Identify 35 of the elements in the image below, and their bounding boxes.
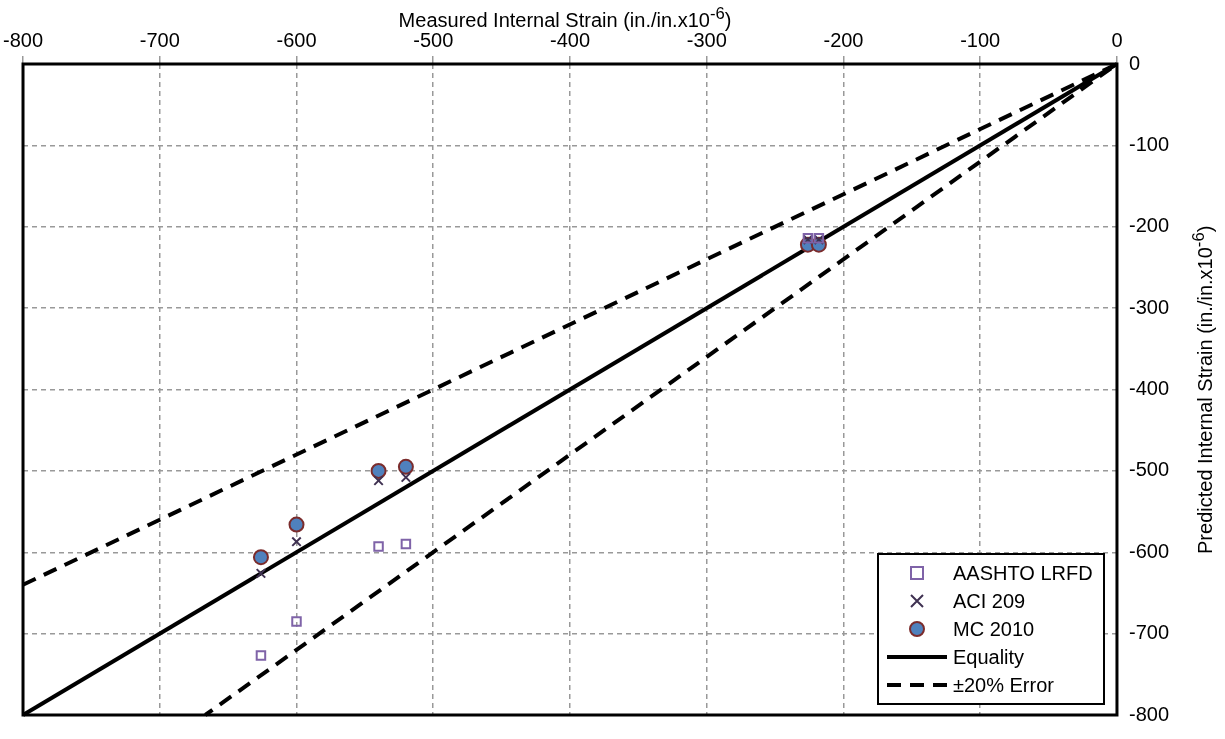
x-tick-label: 0: [1111, 28, 1123, 51]
y-tick-label: 0: [1128, 51, 1141, 74]
point: [400, 538, 412, 550]
y-tick-label: -100: [1128, 132, 1169, 155]
y-tick-label: -700: [1128, 621, 1169, 644]
point: [373, 541, 384, 552]
legend-label: MC 2010: [952, 617, 1035, 641]
legend-label: ACI 209: [952, 589, 1026, 613]
legend-label: ±20% Error: [952, 673, 1054, 697]
y-tick-label: -600: [1128, 539, 1169, 562]
point: [370, 462, 387, 479]
y-tick-label: -800: [1128, 702, 1169, 725]
y-tick-label: -400: [1128, 377, 1169, 400]
point: [397, 458, 414, 475]
point: [400, 472, 412, 483]
x-tick-label: -800: [3, 28, 44, 51]
point: [255, 650, 267, 661]
point: [291, 536, 302, 547]
x-tick-label: -200: [823, 28, 864, 51]
x-tick-label: -400: [549, 28, 591, 51]
y-tick-label: -200: [1128, 214, 1169, 237]
point: [252, 549, 269, 566]
point: [373, 475, 384, 486]
x-tick-label: -700: [139, 28, 180, 51]
y-tick-label: -500: [1128, 458, 1169, 481]
x-tick-label: -600: [276, 28, 317, 51]
legend-label: AASHTO LRFD: [952, 561, 1093, 585]
point: [288, 516, 305, 533]
legend-label: Equality: [952, 645, 1025, 669]
point: [255, 568, 267, 579]
x-axis-title: Measured Internal Strain (in./in.x10$^{-6}$): [398, 4, 732, 31]
point: [291, 616, 302, 627]
y-tick-label: -300: [1128, 295, 1169, 318]
x-tick-label: -500: [413, 28, 454, 51]
x-tick-label: -100: [960, 28, 1001, 51]
